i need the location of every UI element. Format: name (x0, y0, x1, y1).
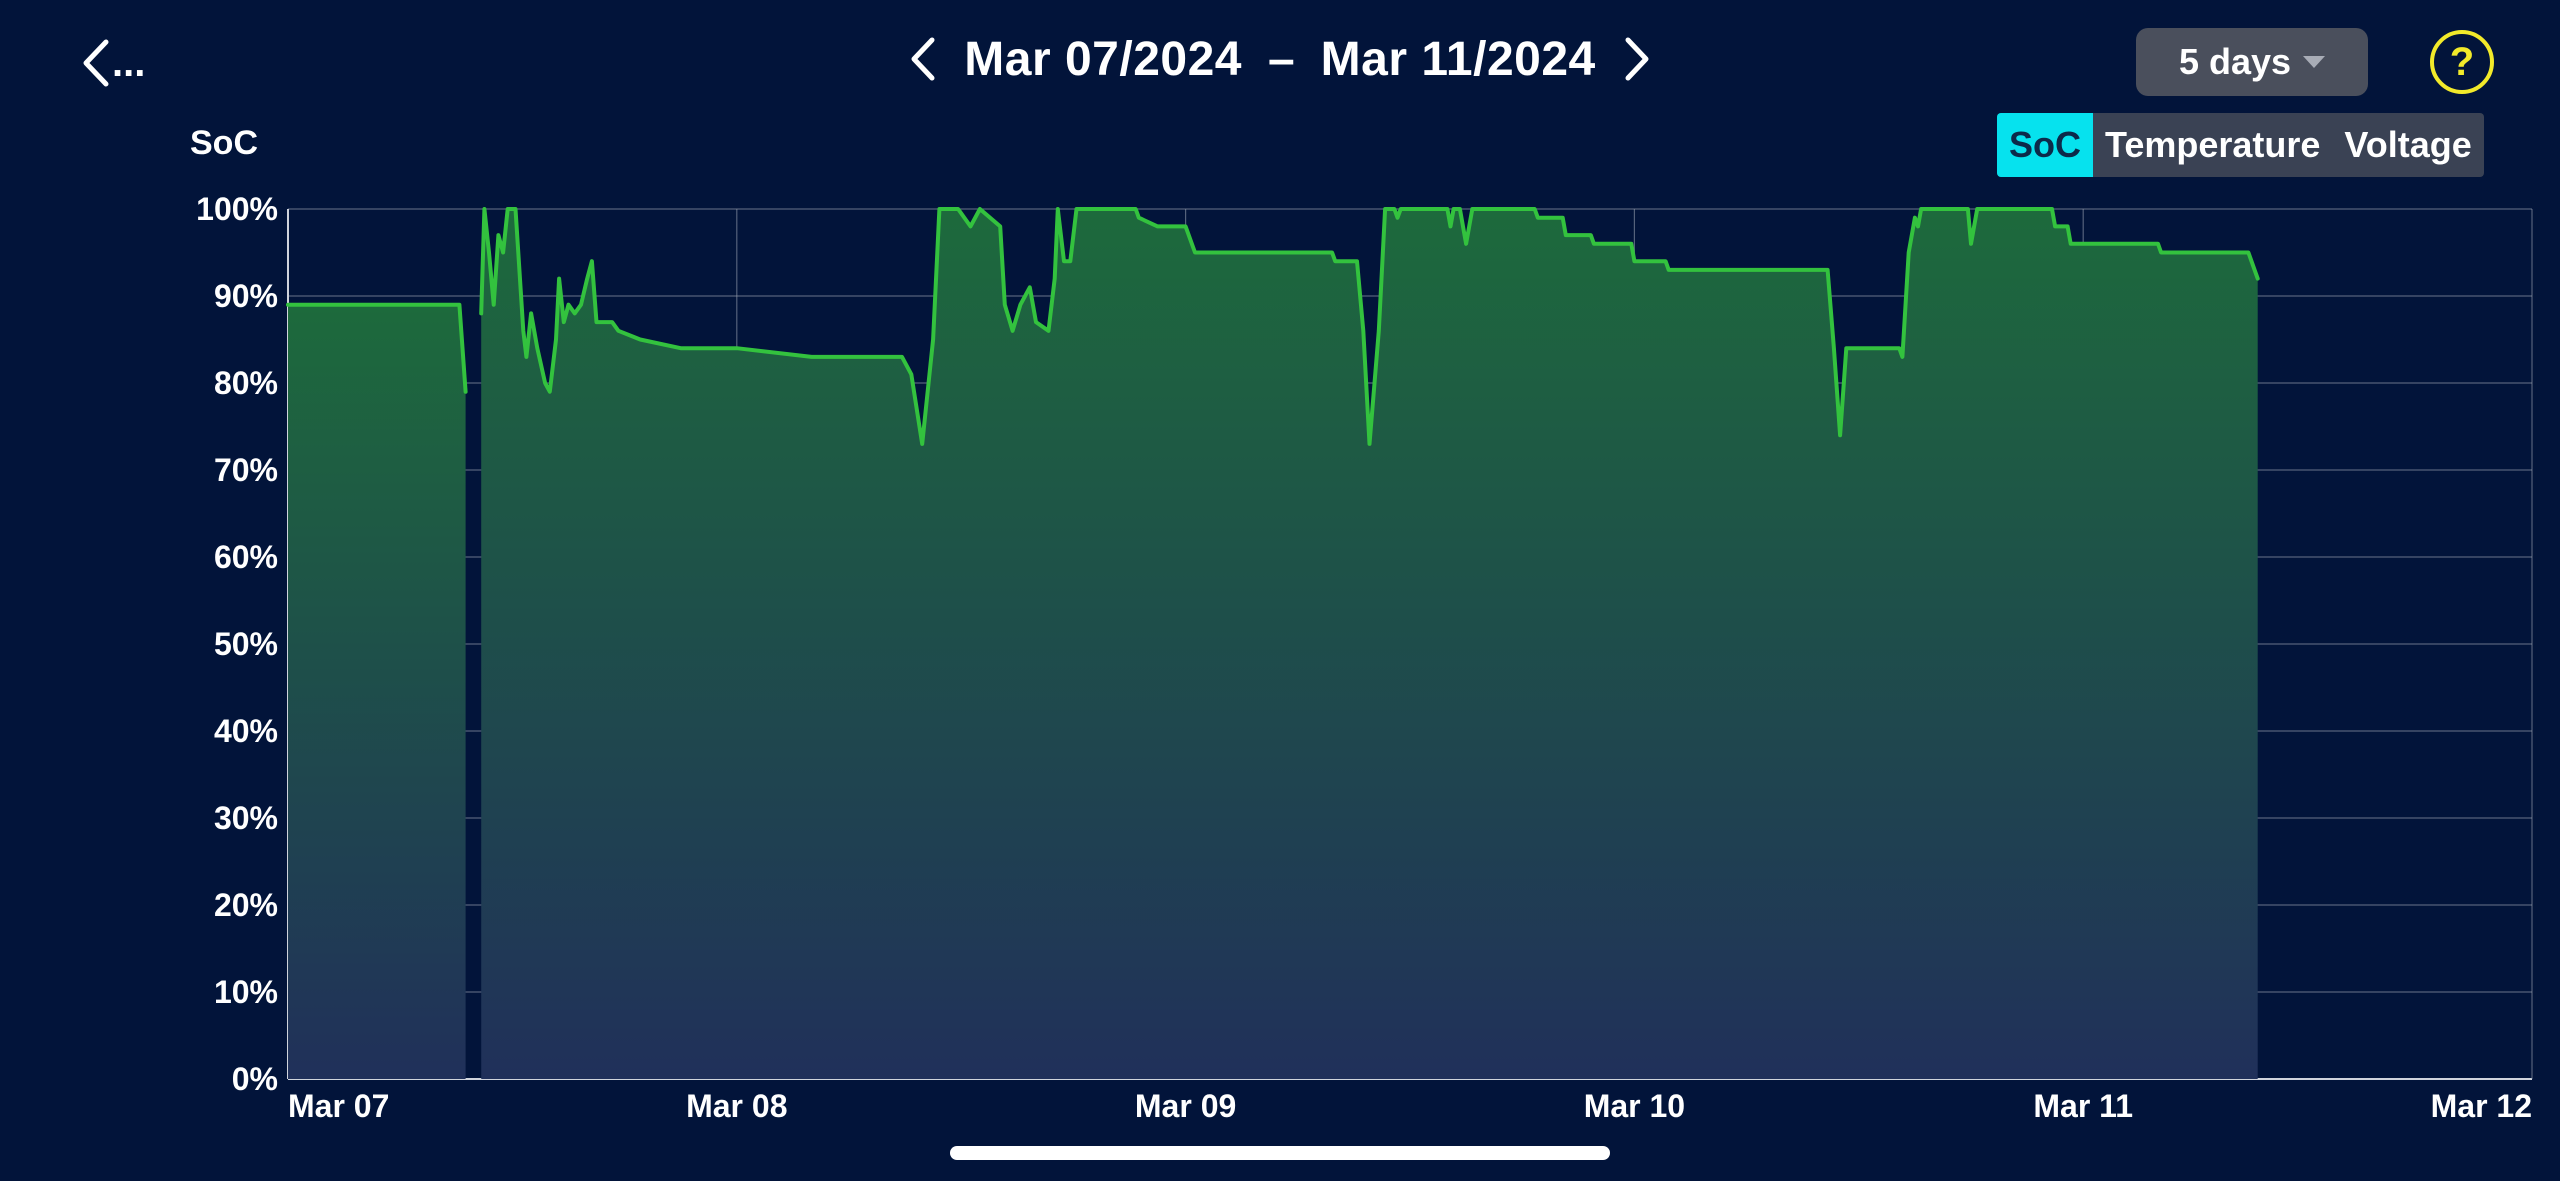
next-range-button[interactable] (1612, 22, 1662, 96)
previous-range-button[interactable] (898, 22, 948, 96)
question-mark-icon: ? (2449, 39, 2475, 84)
home-indicator (950, 1146, 1610, 1160)
soc-area-fill (481, 209, 2258, 1079)
y-tick-label: 50% (213, 626, 278, 662)
y-tick-label: 10% (213, 974, 278, 1010)
x-tick-label: Mar 08 (686, 1088, 788, 1124)
y-tick-label: 100% (196, 191, 278, 227)
date-range-end: Mar 11/2024 (1320, 32, 1596, 86)
date-range-start: Mar 07/2024 (964, 32, 1242, 86)
soc-series-line (286, 302, 468, 394)
date-navigator: Mar 07/2024 – Mar 11/2024 (0, 22, 2560, 96)
y-tick-label: 20% (213, 887, 278, 923)
soc-series-line (479, 207, 2260, 446)
metric-tab-bar: SoC Temperature Voltage (1997, 113, 2484, 177)
tab-soc[interactable]: SoC (1997, 113, 2093, 177)
x-tick-label: Mar 10 (1583, 1088, 1686, 1124)
y-tick-label: 60% (213, 539, 278, 575)
tab-temperature[interactable]: Temperature (2105, 124, 2321, 165)
soc-area-fill (288, 304, 466, 1079)
x-tick-label: Mar 11 (2033, 1088, 2133, 1124)
chevron-left-icon (911, 37, 935, 81)
y-tick-label: 40% (213, 713, 278, 749)
y-tick-label: 70% (213, 452, 278, 488)
x-tick-label: Mar 09 (1134, 1088, 1237, 1124)
y-axis-title: SoC (190, 124, 258, 162)
y-tick-label: 30% (213, 800, 278, 836)
x-tick-label: Mar 07 (288, 1088, 390, 1124)
caret-down-icon (2303, 56, 2326, 68)
range-dropdown-value: 5 days (2178, 41, 2292, 82)
chevron-right-icon (1625, 37, 1649, 81)
range-dropdown[interactable]: 5 days (2136, 28, 2368, 96)
y-tick-label: 90% (213, 278, 278, 314)
y-tick-label: 0% (231, 1061, 278, 1097)
chevron-left-icon (83, 39, 109, 87)
back-label: ... (112, 41, 146, 85)
back-button[interactable]: ... (80, 28, 145, 98)
help-button[interactable]: ? (2430, 30, 2494, 94)
date-range-separator: – (1267, 32, 1295, 86)
tab-voltage[interactable]: Voltage (2344, 124, 2472, 165)
y-tick-label: 80% (213, 365, 278, 401)
x-tick-label: Mar 12 (2430, 1088, 2532, 1124)
